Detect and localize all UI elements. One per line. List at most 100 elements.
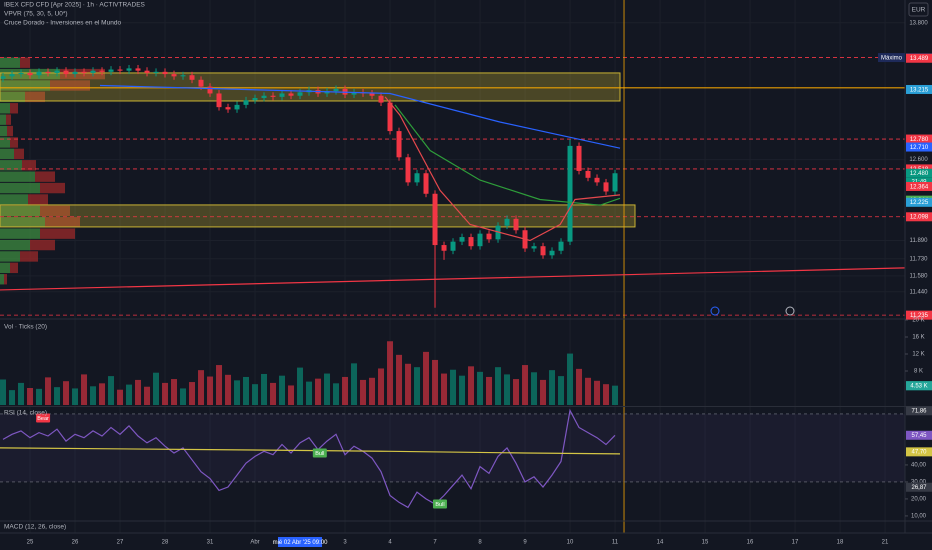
plot-layer: Bear Bull Bull [0,0,906,533]
candle-body [135,68,141,71]
volume-bar [369,377,376,405]
volume-bar [54,387,61,405]
candle-body [504,218,510,226]
volume-bar [171,379,178,405]
candle-body [90,70,96,73]
profile-up [0,262,10,274]
profile-down [28,194,48,205]
rsi-badge-bg [906,482,932,492]
candle-body [378,95,384,103]
volume-bar [468,366,475,405]
event-icon[interactable] [710,306,720,316]
profile-up [0,91,25,103]
pane-title: RSI (14, close) [4,410,47,417]
x-tick-label: 25 [27,540,34,546]
candle-body [423,173,429,194]
price-badge: 12.710 [910,145,929,151]
profile-down [10,103,18,114]
volume-bar [225,374,232,405]
volume-bar [540,379,547,405]
profile-down [7,125,13,137]
signal-label: Bear [37,416,49,422]
signal-bg [36,413,51,423]
price-badge: 12.225 [910,200,929,206]
volume-bar [324,373,331,405]
candle-body [396,131,402,158]
x-tick-label: 15 [702,540,709,546]
profile-down [50,80,90,91]
signal-bg [312,448,327,458]
y-tick-label: 11.890 [910,238,929,244]
max-tag-bg [878,53,905,63]
volume-bar [99,383,106,405]
crosshair-date: mié 02 Abr '25 09:00 [273,540,329,546]
candle-body [99,70,105,72]
volume-bar [486,376,493,405]
candle-body [180,75,186,77]
candle-body [549,250,555,256]
currency[interactable]: EUR [912,7,926,14]
candle-body [207,86,213,94]
x-tick-label: 8 [478,540,482,546]
x-tick-label: 7 [433,540,437,546]
profile-up [0,125,7,137]
rsi-line [2,408,616,509]
candle-body [261,95,267,99]
volume-bar [387,341,394,405]
currency-box[interactable] [908,2,929,17]
candle-body [558,241,564,251]
volume-bar [108,376,115,405]
profile-up [0,274,4,285]
event-icon[interactable] [785,306,795,316]
price-badge-bg [906,53,932,63]
price-badge: 12.780 [910,137,929,143]
chart-title: IBEX CFD CFD [Apr 2025] · 1h · ACTIVTRAD… [4,2,146,9]
volume-bar [396,354,403,405]
profile-up [0,148,14,160]
candle-body [0,76,6,79]
x-tick-label: 3 [343,540,347,546]
volume-bar [513,379,520,405]
candle-body [459,237,465,242]
candle-body [387,102,393,132]
volume-bar [459,375,466,405]
profile-down [40,205,70,217]
profile-down [20,251,38,262]
volume-bar [252,384,259,405]
volume-bar [531,372,538,405]
volume-bar [117,389,124,405]
profile-up [0,57,20,68]
candle-body [297,92,303,96]
volume-bar [477,371,484,405]
profile-down [14,148,24,160]
volume-bar [378,368,385,405]
profile-down [40,228,75,239]
volume-bar [153,372,160,405]
profile-up [0,80,50,91]
profile-down [30,239,55,251]
y-tick-label: 16 K [912,335,924,341]
profile-down [20,57,30,68]
x-tick-label: 27 [117,540,124,546]
rsi-badge-bg [906,430,932,440]
profile-up [0,160,22,171]
candle-body [63,70,69,75]
volume-bar [603,384,610,405]
profile-up [0,205,40,217]
profile-up [0,251,20,262]
candle-body [585,170,591,178]
indicator-label: VPVR (75, 30, 5, U0*) [4,11,68,18]
trendline [0,267,906,291]
volume-bar [360,379,367,405]
rsi-signal-line [0,447,621,455]
volume-bar [504,374,511,405]
rsi-badge: 57,45 [911,433,927,439]
profile-down [25,91,45,103]
volume-bar [441,373,448,405]
volume-bar [405,363,412,405]
candle-body [333,88,339,92]
rsi-badge-bg [906,406,932,416]
x-tick-label: 21 [882,540,889,546]
